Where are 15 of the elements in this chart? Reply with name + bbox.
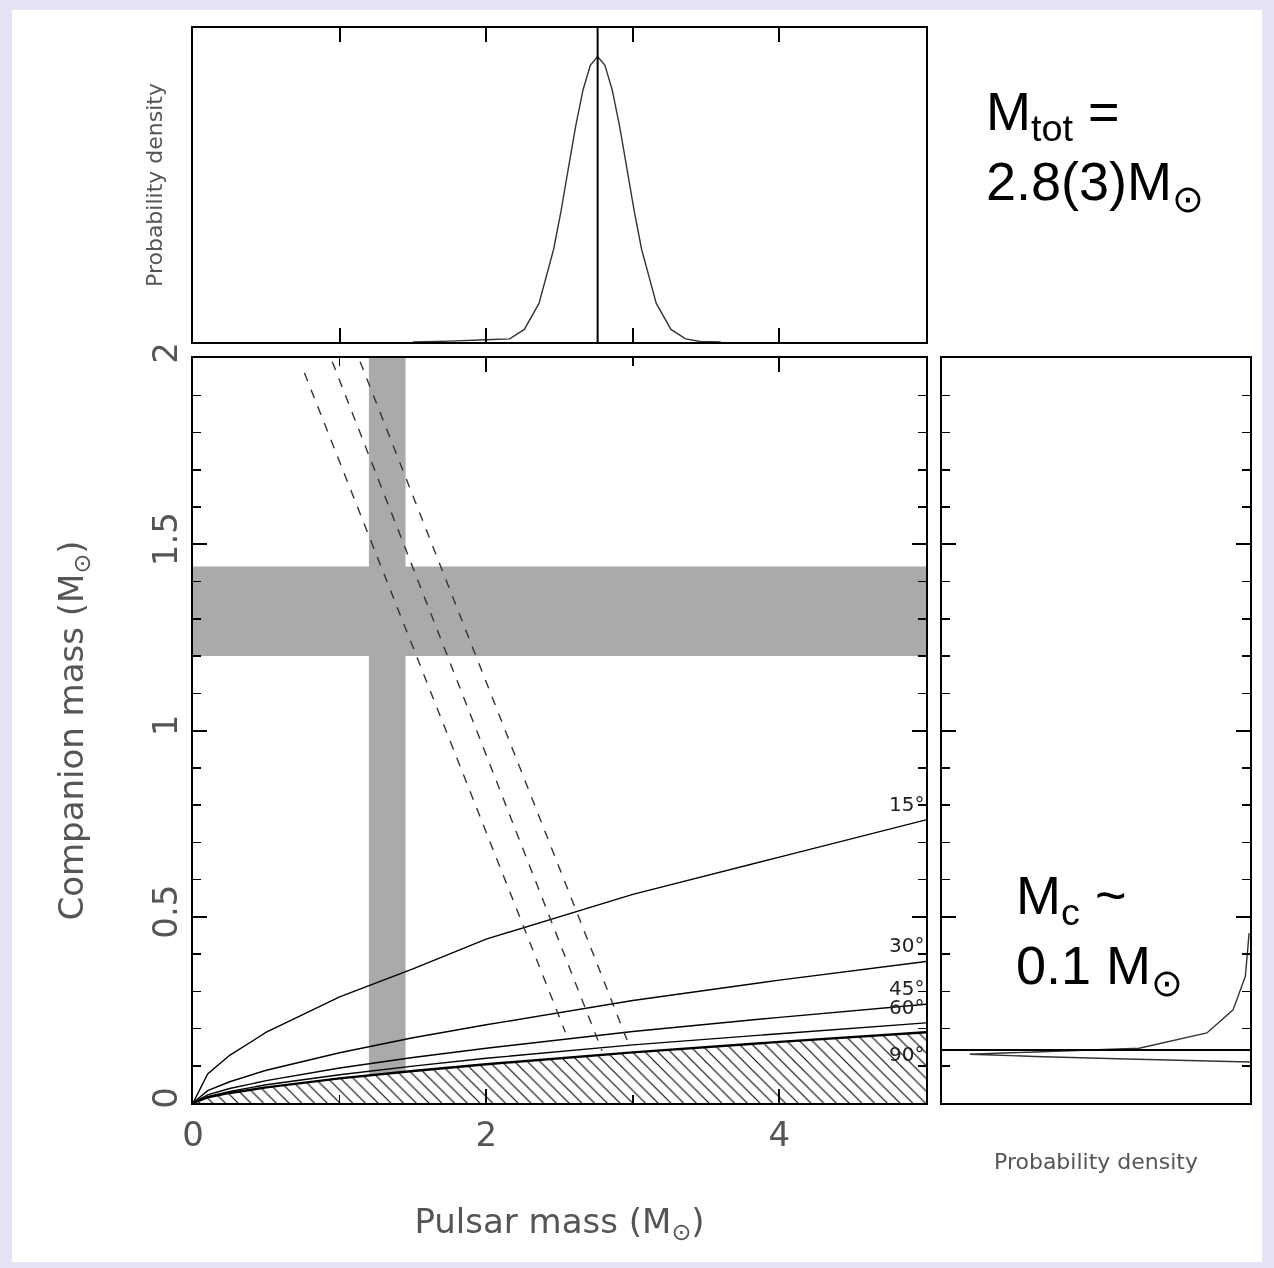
y-axis-title: Probability density [142,83,168,287]
legend-label: 45° [889,976,925,1000]
y-tick-label: 2 [145,342,186,364]
y-tick-label: 1 [145,714,186,737]
y-tick-label: 0 [145,1087,186,1109]
x-axis-title: Pulsar mass (M$_{⊙}$) [414,1200,705,1246]
legend-label: 15° [889,792,925,816]
x-tick-label: 2 [475,1113,498,1154]
x-axis-title: Probability density [994,1149,1198,1175]
legend-label: 30° [889,933,925,957]
y-tick-label: 1.5 [145,512,186,567]
y-tick-label: 0.5 [145,884,186,939]
x-tick-label: 4 [768,1113,791,1154]
text: M$_{tot}$ = 2.8(3)M$_{⊙}$ [986,81,1205,220]
annotation: M$_{c}$ ~ 0.1 M$_{⊙}$ [1016,865,1184,1004]
